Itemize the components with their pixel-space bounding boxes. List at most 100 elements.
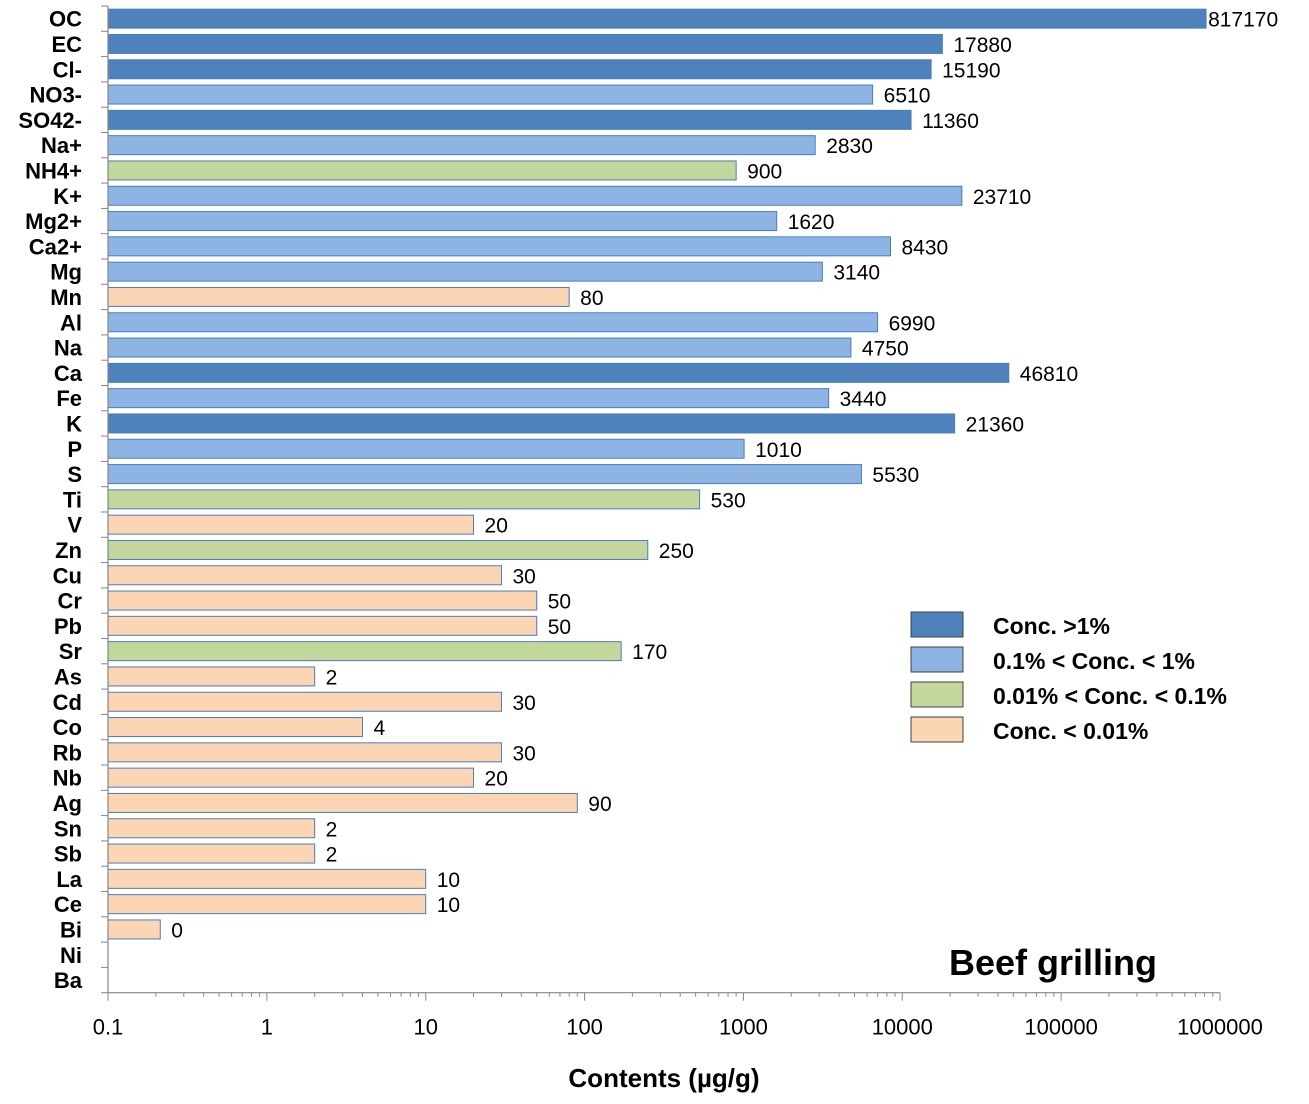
category-label: Bi (60, 917, 82, 942)
category-label: La (56, 867, 82, 892)
bar (107, 539, 649, 560)
category-label: Na (54, 336, 83, 361)
bar (107, 109, 912, 130)
value-label: 8430 (902, 236, 949, 259)
bar (107, 919, 161, 940)
category-label: Ag (53, 791, 82, 816)
value-label: 30 (513, 692, 536, 715)
bar (107, 160, 737, 181)
bar (107, 565, 503, 586)
category-label: NO3- (29, 83, 82, 108)
value-label: 2 (326, 844, 338, 867)
category-label: As (54, 664, 82, 689)
value-label: 20 (485, 768, 508, 791)
bar (107, 438, 745, 459)
category-label: Sr (59, 639, 83, 664)
category-label: Co (53, 715, 82, 740)
category-label: V (67, 513, 82, 538)
value-label: 90 (588, 793, 611, 816)
value-label: 170 (632, 641, 667, 664)
value-label: 4750 (862, 338, 909, 361)
x-tick-label: 100 (566, 1015, 603, 1040)
bar (107, 135, 816, 156)
category-label: EC (51, 32, 82, 57)
bar (107, 615, 538, 636)
bar (107, 514, 475, 535)
x-axis-title: Contents (µg/g) (568, 1063, 759, 1093)
value-label: 2 (326, 818, 338, 841)
x-tick-label: 10 (413, 1015, 437, 1040)
value-label: 11360 (922, 110, 979, 133)
value-label: 250 (659, 540, 694, 563)
chart-title: Beef grilling (949, 942, 1157, 983)
category-label: Ce (54, 892, 82, 917)
bar (107, 590, 538, 611)
bar (107, 286, 570, 307)
category-label: Cd (53, 690, 82, 715)
category-label: Cu (53, 563, 82, 588)
value-label: 23710 (973, 186, 1031, 209)
value-label: 10 (437, 869, 460, 892)
bar (107, 388, 830, 409)
bar (107, 742, 503, 763)
bar (107, 261, 823, 282)
bar (107, 691, 503, 712)
legend-label: Conc. < 0.01% (993, 718, 1148, 744)
category-label: Ca2+ (29, 234, 82, 259)
bar (107, 843, 316, 864)
category-label: Zn (55, 538, 82, 563)
value-label: 20 (485, 515, 508, 538)
value-label: 21360 (966, 413, 1024, 436)
bar (107, 818, 316, 839)
legend-swatch (910, 646, 964, 673)
value-label: 3140 (833, 262, 880, 285)
value-label: 6990 (889, 312, 936, 335)
bar (107, 59, 932, 80)
bar (107, 792, 578, 813)
category-label: P (67, 437, 82, 462)
bar (107, 362, 1010, 383)
x-tick-label: 100000 (1024, 1015, 1097, 1040)
category-label: Fe (56, 386, 82, 411)
category-label: K+ (53, 184, 82, 209)
value-label: 2830 (826, 135, 873, 158)
bar (107, 717, 363, 738)
category-label: Ni (60, 943, 82, 968)
legend-label: 0.01% < Conc. < 0.1% (993, 683, 1227, 709)
category-label: Rb (53, 740, 82, 765)
bar (107, 868, 427, 889)
value-label: 900 (747, 160, 782, 183)
category-label: Al (60, 310, 82, 335)
legend-swatch (910, 716, 964, 743)
category-label: Na+ (41, 133, 82, 158)
value-label: 1620 (788, 211, 835, 234)
bar (107, 894, 427, 915)
category-label: S (67, 462, 82, 487)
value-label: 80 (580, 287, 603, 310)
value-label: 50 (548, 616, 571, 639)
x-tick-label: 10000 (872, 1015, 933, 1040)
category-label: NH4+ (25, 158, 82, 183)
legend-swatch (910, 611, 964, 638)
x-tick-label: 0.1 (93, 1015, 124, 1040)
x-tick-label: 1000000 (1177, 1015, 1263, 1040)
value-label: 5530 (872, 464, 919, 487)
category-label: Mn (50, 285, 82, 310)
value-label: 30 (513, 742, 536, 765)
bar (107, 236, 892, 257)
legend-swatch (910, 681, 964, 708)
category-label: Cl- (53, 57, 82, 82)
category-label: Ti (63, 487, 82, 512)
bar (107, 8, 1207, 29)
value-label: 1010 (755, 439, 802, 462)
category-label: Sn (54, 816, 82, 841)
bar (107, 666, 316, 687)
value-label: 0 (171, 919, 183, 942)
category-label: Ca (54, 361, 83, 386)
value-label: 15190 (942, 59, 1000, 82)
value-label: 3440 (840, 388, 887, 411)
bar (107, 464, 862, 485)
legend-label: 0.1% < Conc. < 1% (993, 648, 1195, 674)
